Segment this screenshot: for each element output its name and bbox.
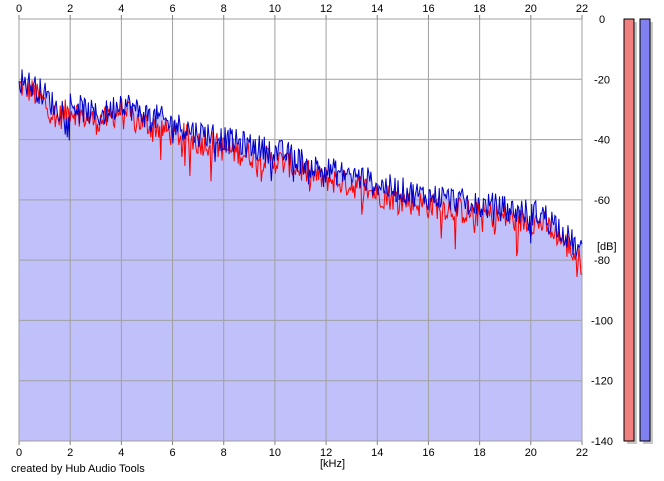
- x-tick-label-top: 0: [16, 3, 22, 15]
- x-tick-label-top: 12: [320, 3, 332, 15]
- y-tick-label: -40: [594, 135, 610, 147]
- x-tick-label-bottom: 14: [371, 447, 383, 459]
- y-axis-unit: [dB]: [597, 241, 617, 253]
- y-tick-label: -140: [591, 436, 613, 448]
- x-tick-label-top: 14: [371, 3, 383, 15]
- x-tick-label-top: 2: [67, 3, 73, 15]
- y-tick-label: 0: [599, 14, 605, 26]
- x-axis-bottom: 0 2 4 6 8 10 12 14 16 18 20 22: [16, 441, 588, 459]
- x-tick-label-bottom: 6: [169, 447, 175, 459]
- x-axis-unit: [kHz]: [320, 458, 345, 470]
- x-tick-label-bottom: 16: [422, 447, 434, 459]
- x-tick-label-bottom: 10: [269, 447, 281, 459]
- x-tick-label-bottom: 8: [221, 447, 227, 459]
- x-tick-label-top: 18: [474, 3, 486, 15]
- level-meters: [623, 18, 653, 444]
- series-line-blue: [18, 69, 583, 258]
- y-tick-label: -60: [594, 195, 610, 207]
- meter-left: [623, 18, 635, 442]
- x-tick-label-bottom: 12: [320, 447, 332, 459]
- x-tick-label-bottom: 0: [16, 447, 22, 459]
- x-tick-label-top: 6: [169, 3, 175, 15]
- x-tick-label-top: 4: [118, 3, 124, 15]
- x-tick-label-top: 16: [422, 3, 434, 15]
- x-axis-top: 0 2 4 6 8 10 12 14 16 18 20 22: [16, 3, 588, 19]
- x-tick-label-bottom: 20: [525, 447, 537, 459]
- x-tick-label-bottom: 2: [67, 447, 73, 459]
- y-tick-label: -80: [594, 255, 610, 267]
- grid-lines: [18, 18, 583, 442]
- y-tick-label: -120: [591, 376, 613, 388]
- y-tick-label: -20: [594, 74, 610, 86]
- y-tick-label: -100: [591, 315, 613, 327]
- x-tick-label-bottom: 4: [118, 447, 124, 459]
- y-axis-right: 0 -20 -40 -60 -80 -100 -120 -140: [591, 14, 613, 448]
- x-tick-label-bottom: 22: [576, 447, 588, 459]
- x-tick-label-bottom: 18: [474, 447, 486, 459]
- meter-right: [639, 18, 651, 442]
- x-tick-label-top: 22: [576, 3, 588, 15]
- spectrum-series: [19, 69, 582, 441]
- x-tick-label-top: 10: [269, 3, 281, 15]
- x-tick-label-top: 20: [525, 3, 537, 15]
- credit-text: created by Hub Audio Tools: [11, 463, 145, 475]
- x-tick-label-top: 8: [221, 3, 227, 15]
- spectrum-fill: [19, 69, 582, 441]
